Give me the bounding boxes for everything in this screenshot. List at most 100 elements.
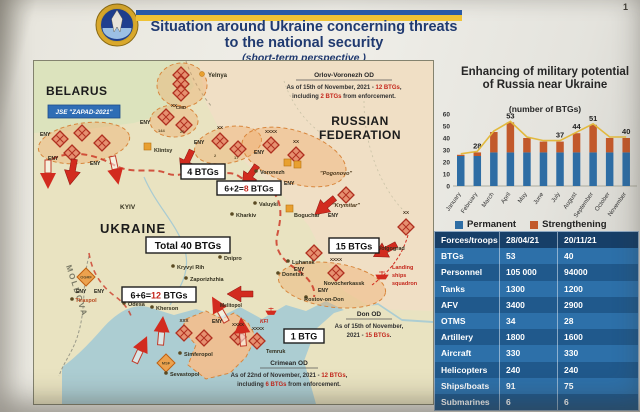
city-kyiv: KYIV <box>120 204 136 211</box>
eny-boguchar-e: ENY <box>328 213 339 219</box>
legend-strengthening-label: Strengthening <box>542 219 607 230</box>
echelon-taman-2: XXXX <box>252 326 264 331</box>
crimean-od-title: Crimean OD <box>270 360 308 367</box>
btg-box-12: 6+6=12 BTGs <box>121 286 197 303</box>
tiraspol-dot <box>70 297 74 301</box>
bar-strengthening-august <box>572 133 581 153</box>
zapad-badge: JSE "ZAPAD-2021" <box>47 104 121 119</box>
chart-legend: Permanent Strengthening <box>455 219 640 230</box>
ogrf-label: OGRF <box>80 275 92 280</box>
ground-pogonovo: "Pogonovo" <box>320 171 352 177</box>
landing-route-dashed <box>371 234 409 286</box>
luhansk-dot <box>286 259 290 263</box>
city-melitopol: Melitopol <box>220 303 243 309</box>
page-number: 1 <box>622 2 628 12</box>
ukraine-border-dashed <box>51 152 316 298</box>
city-yelnya: Yelnya <box>208 73 228 79</box>
eny-voronezh-w: ENY <box>254 150 265 156</box>
sevastopol-dot <box>164 371 168 375</box>
city-kharkiv: Kharkiv <box>236 213 257 219</box>
cell-v1: 105 000 <box>499 264 557 281</box>
don-od-title: Don OD <box>357 311 381 318</box>
unit-number-20: 20 <box>180 129 185 134</box>
table-row-aircraft: Aircraft 330 330 <box>435 345 638 362</box>
eny-luhansk-s: ENY <box>294 267 305 273</box>
value-label-april: 53 <box>506 112 514 120</box>
bar-strengthening-july <box>556 141 564 153</box>
bar-permanent-february <box>473 156 482 186</box>
bar-permanent-october <box>605 152 614 186</box>
echelon-voronezh-1: XXXX <box>265 129 277 134</box>
cell-v1: 1800 <box>499 329 557 346</box>
btg-box-1-label: 1 BTG <box>291 332 318 342</box>
chart-title: Enhancing of military potential of Russi… <box>460 66 630 91</box>
city-voronezh: Voronezh <box>260 170 285 176</box>
bar-strengthening-march <box>490 132 498 153</box>
cell-v2: 240 <box>557 361 638 378</box>
table-row-submarines: Submarines 6 6 <box>435 393 638 411</box>
cell-name: Tanks <box>441 283 465 294</box>
zapad-badge-label: JSE "ZAPAD-2021" <box>56 109 114 116</box>
eny-tiraspol-2: ENY <box>94 289 105 295</box>
chart-subtitle: (number of BTGs) <box>508 104 582 114</box>
table-row-tanks: Tanks 1300 1200 <box>435 280 638 297</box>
echelon-klintsy-b: XX <box>217 125 223 130</box>
cell-v2: 94000 <box>557 264 638 281</box>
orlov-od-line1: As of 15th of November, 2021 - 12 BTGs, <box>286 85 401 91</box>
cell-name: Helicopters <box>441 364 488 375</box>
cell-v2: 330 <box>557 345 638 362</box>
table-row-otms: OTMS 34 28 <box>435 312 638 330</box>
cell-v1: 34 <box>499 312 557 330</box>
bar-permanent-april <box>506 152 515 186</box>
x-label-april: April <box>500 192 512 205</box>
x-label-october: October <box>594 192 611 213</box>
eny-rostov-n: ENY <box>318 288 329 294</box>
btg-box-15: 15 BTGs <box>328 237 380 254</box>
cell-v1: 6 <box>499 393 557 411</box>
cell-v2: 40 <box>557 248 638 265</box>
emblem-graphic <box>95 3 139 47</box>
bar-permanent-november <box>622 152 630 186</box>
city-valuyki: Valuyki <box>259 202 278 208</box>
flag-ribbon-blue <box>136 10 462 15</box>
btg-box-8: 6+2=8 BTGs <box>216 180 282 196</box>
chart-svg: 60 50 40 30 20 10 0 January 28 February March 53 Apr… <box>443 111 637 219</box>
cell-v1: 53 <box>499 248 557 265</box>
unit-stack-yelnya <box>172 66 190 102</box>
cell-v1: 330 <box>499 345 557 362</box>
value-label-july: 37 <box>556 131 564 140</box>
ukraine-border-dashed-west <box>88 252 133 320</box>
x-label-january: January <box>445 192 462 213</box>
title-line1: Situation around Ukraine concerning thre… <box>150 19 458 35</box>
col-date-november: 20/11/21 <box>557 232 638 249</box>
donetsk-dot <box>276 271 280 275</box>
value-label-august: 44 <box>572 122 581 131</box>
x-label-march: March <box>481 192 495 209</box>
yelnya-dot <box>199 71 205 77</box>
bar-strengthening-october <box>605 138 614 153</box>
btg-box-15-label: 15 BTGs <box>336 242 373 252</box>
eny-belarus-w: ENY <box>40 132 51 138</box>
legend-permanent-label: Permanent <box>467 219 517 230</box>
city-simferopol: Simferopol <box>184 352 213 358</box>
legend-strengthening: Strengthening <box>530 219 607 230</box>
btg-box-total-label: Total 40 BTGs <box>155 241 222 252</box>
eny-tiraspol-1: ENY <box>76 289 87 295</box>
don-od-line2: 2021 - 15 BTGs. <box>347 333 392 339</box>
table-row-personnel: Personnel 105 000 94000 <box>435 264 638 281</box>
legend-permanent-swatch <box>455 220 463 229</box>
eny-belarus-sw: ENY <box>48 156 59 162</box>
cell-v2: 1200 <box>557 280 638 297</box>
table-row-btgs: BTGs 53 40 <box>435 248 638 265</box>
cell-v1: 3400 <box>499 296 557 313</box>
city-boguchar: Boguchar <box>294 213 321 219</box>
bar-strengthening-september <box>589 124 597 153</box>
valuyki-dot <box>253 201 257 205</box>
unit-number-144: 144 <box>158 128 165 133</box>
cell-v2: 6 <box>557 393 638 411</box>
echelon-crimea: XXX <box>179 318 188 323</box>
y-tick: 40 <box>443 135 451 142</box>
msf-label: MSF <box>162 361 171 366</box>
city-tiraspol: Tiraspol <box>75 298 97 304</box>
cell-v1: 1300 <box>499 280 557 297</box>
